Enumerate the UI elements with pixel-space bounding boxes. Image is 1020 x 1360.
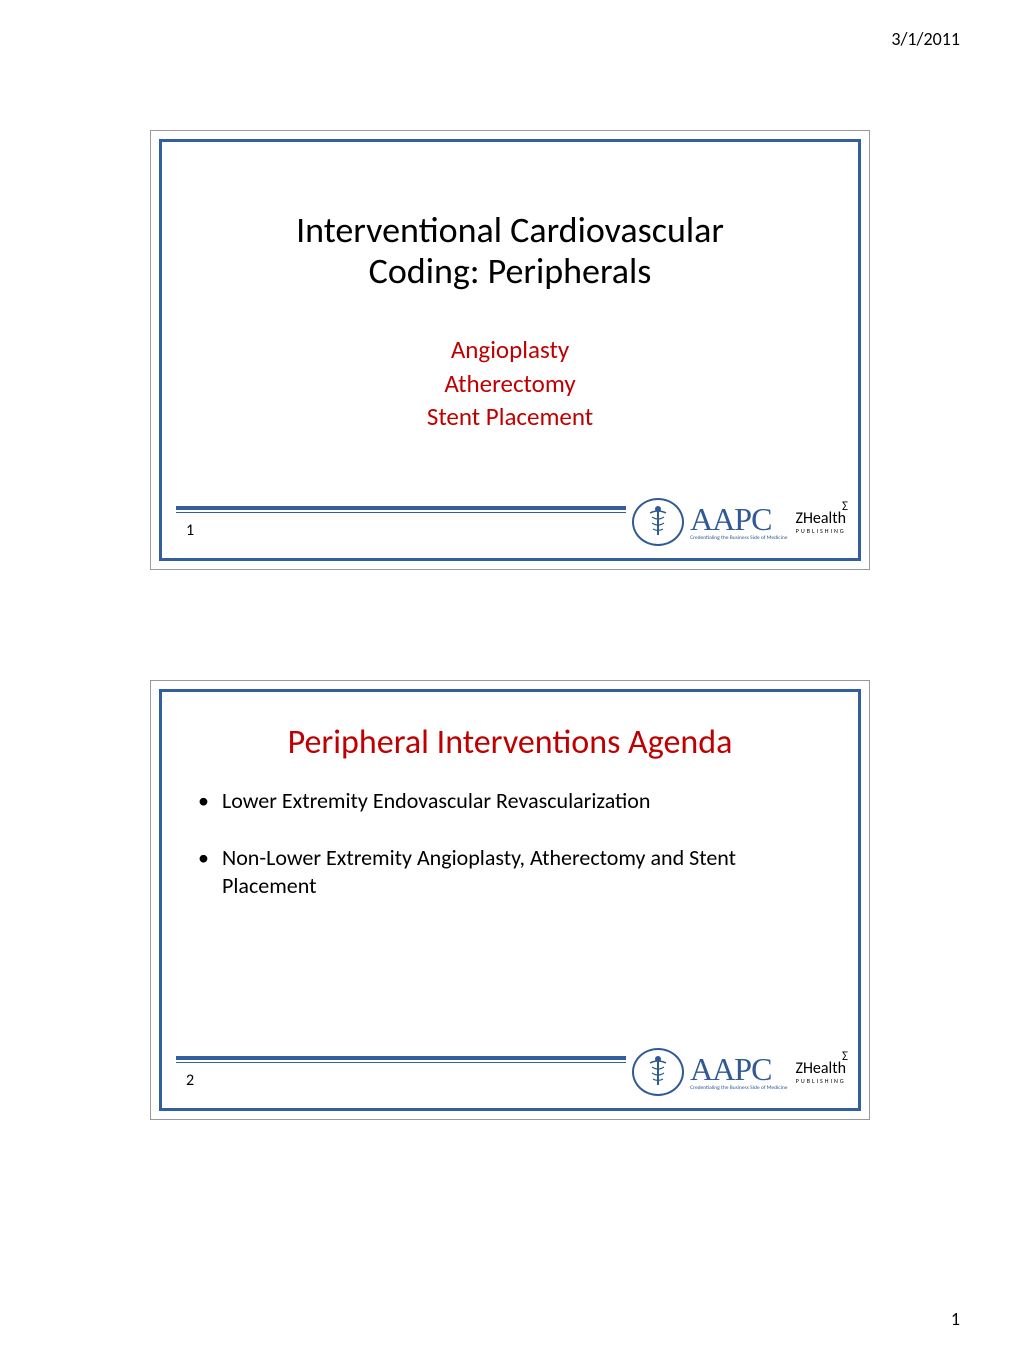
slides-container: Interventional Cardiovascular Coding: Pe… xyxy=(150,130,870,1230)
zhealth-sub: PUBLISHING xyxy=(796,528,846,534)
slide-1-title: Interventional Cardiovascular Coding: Pe… xyxy=(190,210,830,293)
zhealth-main: Σ ZHealth xyxy=(795,1061,846,1077)
aapc-logo: AAPC Credentialing the Business Side of … xyxy=(632,1048,787,1096)
slide-1-number: 1 xyxy=(186,521,194,540)
aapc-text: AAPC Credentialing the Business Side of … xyxy=(690,1053,787,1092)
slide-2-inner: Peripheral Interventions Agenda Lower Ex… xyxy=(159,689,861,1111)
slide-2: Peripheral Interventions Agenda Lower Ex… xyxy=(150,680,870,1120)
zhealth-main-label: ZHealth xyxy=(795,509,846,528)
page-date: 3/1/2011 xyxy=(891,28,960,50)
sigma-icon: Σ xyxy=(842,1050,848,1063)
slide-2-bullet-1: Lower Extremity Endovascular Revasculari… xyxy=(198,787,830,816)
slide-2-number: 2 xyxy=(186,1071,194,1090)
sigma-icon: Σ xyxy=(842,500,848,513)
caduceus-icon xyxy=(646,1055,670,1089)
aapc-main-label: AAPC xyxy=(690,503,787,535)
slide-1-title-line1: Interventional Cardiovascular xyxy=(296,208,724,252)
slide-2-bullet-2: Non-Lower Extremity Angioplasty, Atherec… xyxy=(198,844,830,901)
slide-1-logos: AAPC Credentialing the Business Side of … xyxy=(626,498,846,546)
aapc-main-label: AAPC xyxy=(690,1053,787,1085)
slide-1: Interventional Cardiovascular Coding: Pe… xyxy=(150,130,870,570)
aapc-tagline: Credentialing the Business Side of Medic… xyxy=(690,536,787,542)
page-number: 1 xyxy=(951,1308,960,1330)
zhealth-main-label: ZHealth xyxy=(795,1059,846,1078)
aapc-emblem-icon xyxy=(632,498,684,546)
aapc-text: AAPC Credentialing the Business Side of … xyxy=(690,503,787,542)
slide-2-bullets: Lower Extremity Endovascular Revasculari… xyxy=(190,787,830,901)
zhealth-main: Σ ZHealth xyxy=(795,511,846,527)
handout-page: 3/1/2011 Interventional Cardiovascular C… xyxy=(0,0,1020,1360)
zhealth-logo: Σ ZHealth PUBLISHING xyxy=(795,1061,846,1084)
slide-1-sub-3: Stent Placement xyxy=(190,400,830,434)
zhealth-sub: PUBLISHING xyxy=(796,1078,846,1084)
slide-1-inner: Interventional Cardiovascular Coding: Pe… xyxy=(159,139,861,561)
slide-1-sub-2: Atherectomy xyxy=(190,367,830,401)
caduceus-icon xyxy=(646,505,670,539)
zhealth-logo: Σ ZHealth PUBLISHING xyxy=(795,511,846,534)
slide-2-logos: AAPC Credentialing the Business Side of … xyxy=(626,1048,846,1096)
aapc-logo: AAPC Credentialing the Business Side of … xyxy=(632,498,787,546)
slide-1-sub-1: Angioplasty xyxy=(190,333,830,367)
aapc-tagline: Credentialing the Business Side of Medic… xyxy=(690,1086,787,1092)
slide-1-subtitles: Angioplasty Atherectomy Stent Placement xyxy=(190,333,830,434)
slide-1-title-line2: Coding: Peripherals xyxy=(369,249,652,293)
slide-2-title: Peripheral Interventions Agenda xyxy=(190,722,830,763)
aapc-emblem-icon xyxy=(632,1048,684,1096)
